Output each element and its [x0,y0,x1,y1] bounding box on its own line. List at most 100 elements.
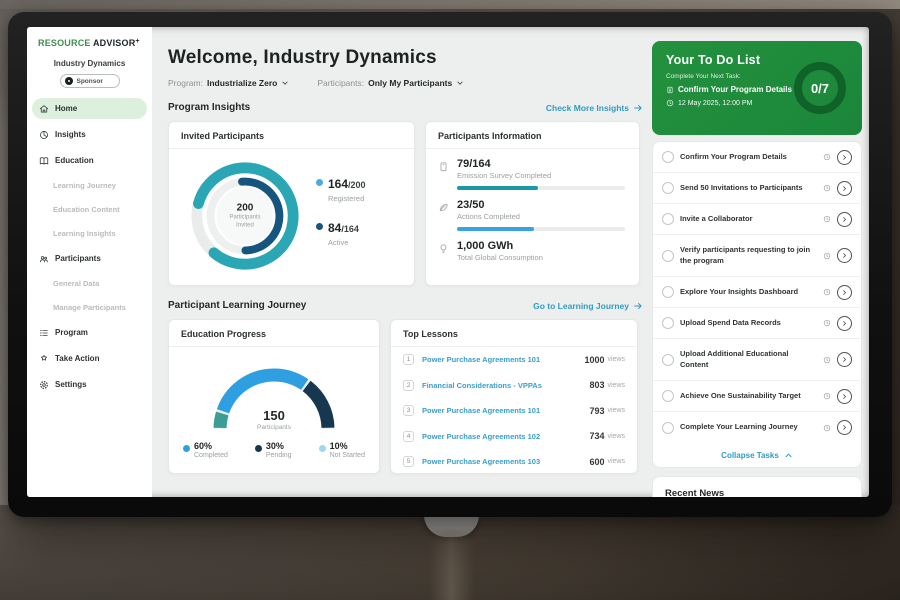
check-more-insights-link[interactable]: Check More Insights [546,103,643,113]
lesson-rank: 2 [403,380,414,391]
education-legend: 60% Completed 30% Pending [169,433,379,459]
check-more-insights-label: Check More Insights [546,103,629,113]
task-open-button[interactable] [837,420,852,435]
bulb-icon [438,243,449,254]
task-checkbox[interactable] [662,213,674,225]
task-row-achieve-target[interactable]: Achieve One Sustainability Target [653,381,861,412]
task-open-button[interactable] [837,316,852,331]
sidebar-item-settings[interactable]: Settings [32,374,147,395]
program-filter[interactable]: Program: Industrialize Zero [168,78,289,88]
task-checkbox[interactable] [662,354,674,366]
task-checkbox[interactable] [662,422,674,434]
invited-total-label1: Participants [229,213,260,221]
todo-next-task-label: Confirm Your Program Details [678,85,792,94]
lesson-rank: 3 [403,405,414,416]
task-row-explore-insights[interactable]: Explore Your Insights Dashboard [653,277,861,308]
photo-background: RESOURCE ADVISOR+ Industry Dynamics Spon… [0,0,900,600]
task-row-upload-spend-data[interactable]: Upload Spend Data Records [653,308,861,339]
participants-filter[interactable]: Participants: Only My Participants [317,78,464,88]
collapse-tasks-label: Collapse Tasks [721,451,779,460]
clipboard-icon [438,161,449,172]
pending-dot-icon [255,445,262,452]
section-title-learning-journey: Participant Learning Journey [168,300,306,311]
lesson-row: 4 Power Purchase Agreements 102 734 view… [391,424,637,450]
chevron-right-icon [841,393,848,400]
go-to-learning-journey-link[interactable]: Go to Learning Journey [533,301,643,311]
registered-value: 164 [328,177,348,191]
go-to-learning-journey-label: Go to Learning Journey [533,301,629,311]
top-lessons-title: Top Lessons [391,320,637,347]
sidebar-item-education-content[interactable]: Education Content [27,200,152,218]
task-checkbox[interactable] [662,250,674,262]
people-icon [39,254,49,264]
education-card-title: Education Progress [169,320,379,347]
task-checkbox[interactable] [662,182,674,194]
sidebar-item-education[interactable]: Education [32,150,147,171]
chevron-right-icon [841,252,848,259]
invited-legend: 164/200 Registered 84/164 Active [316,175,366,263]
task-open-button[interactable] [837,285,852,300]
lesson-link[interactable]: Power Purchase Agreements 103 [422,457,589,466]
sidebar-item-label: Program [55,328,88,337]
book-icon [39,156,49,166]
task-row-complete-learning-journey[interactable]: Complete Your Learning Journey [653,412,861,443]
clock-icon [823,215,831,223]
leaf-icon [438,202,449,213]
emission-survey-progressbar [457,186,625,190]
lesson-link[interactable]: Power Purchase Agreements 101 [422,406,589,415]
lesson-row: 5 Power Purchase Agreements 103 600 view… [391,449,637,475]
todo-column: Your To Do List Complete Your Next Task:… [652,27,862,497]
sidebar-item-participants[interactable]: Participants [32,248,147,269]
task-checkbox[interactable] [662,390,674,402]
clock-icon [823,356,831,364]
lesson-link[interactable]: Financial Considerations - VPPAs [422,381,589,390]
sidebar-item-take-action[interactable]: Take Action [32,348,147,369]
section-title-program-insights: Program Insights [168,102,250,113]
sponsor-icon [65,77,73,85]
chevron-right-icon [841,289,848,296]
emission-survey-label: Emission Survey Completed [457,171,625,180]
task-open-button[interactable] [837,389,852,404]
task-row-send-invitations[interactable]: Send 50 Invitations to Participants [653,173,861,204]
task-label: Invite a Collaborator [680,214,817,224]
sidebar-item-learning-journey[interactable]: Learning Journey [27,176,152,194]
pending-label: Pending [266,452,292,459]
lesson-link[interactable]: Power Purchase Agreements 101 [422,355,584,364]
sidebar-item-insights[interactable]: Insights [32,124,147,145]
task-label: Confirm Your Program Details [680,152,817,162]
task-open-button[interactable] [837,212,852,227]
chevron-down-icon [281,79,289,87]
completed-label: Completed [194,452,228,459]
recent-news-title: Recent News [653,477,861,497]
invited-total: 200 [229,202,260,213]
collapse-tasks-link[interactable]: Collapse Tasks [653,443,861,467]
registered-label: Registered [328,194,366,203]
actions-progress-fill [457,227,534,231]
consumption-label: Total Global Consumption [457,253,625,262]
task-row-invite-collaborator[interactable]: Invite a Collaborator [653,204,861,235]
task-open-button[interactable] [837,352,852,367]
sidebar-item-program[interactable]: Program [32,322,147,343]
recent-news-card: Recent News [652,476,862,497]
lesson-link[interactable]: Power Purchase Agreements 102 [422,432,589,441]
lesson-rank: 1 [403,354,414,365]
completed-pct: 60% [194,441,228,451]
task-checkbox[interactable] [662,286,674,298]
consumption-value: 1,000 GWh [457,240,625,252]
sidebar-item-learning-insights[interactable]: Learning Insights [27,224,152,242]
lesson-rank: 4 [403,431,414,442]
task-label: Verify participants requesting to join t… [680,245,817,265]
lesson-row: 3 Power Purchase Agreements 101 793 view… [391,398,637,424]
task-row-upload-educational-content[interactable]: Upload Additional Educational Content [653,339,861,381]
task-checkbox[interactable] [662,317,674,329]
task-open-button[interactable] [837,248,852,263]
task-checkbox[interactable] [662,151,674,163]
sidebar-item-manage-participants[interactable]: Manage Participants [27,298,152,316]
task-open-button[interactable] [837,181,852,196]
legend-registered: 164/200 Registered [316,175,366,203]
sidebar-item-general-data[interactable]: General Data [27,274,152,292]
task-row-verify-participants[interactable]: Verify participants requesting to join t… [653,235,861,277]
task-row-confirm-program[interactable]: Confirm Your Program Details [653,142,861,173]
task-open-button[interactable] [837,150,852,165]
sidebar-item-home[interactable]: Home [32,98,147,119]
